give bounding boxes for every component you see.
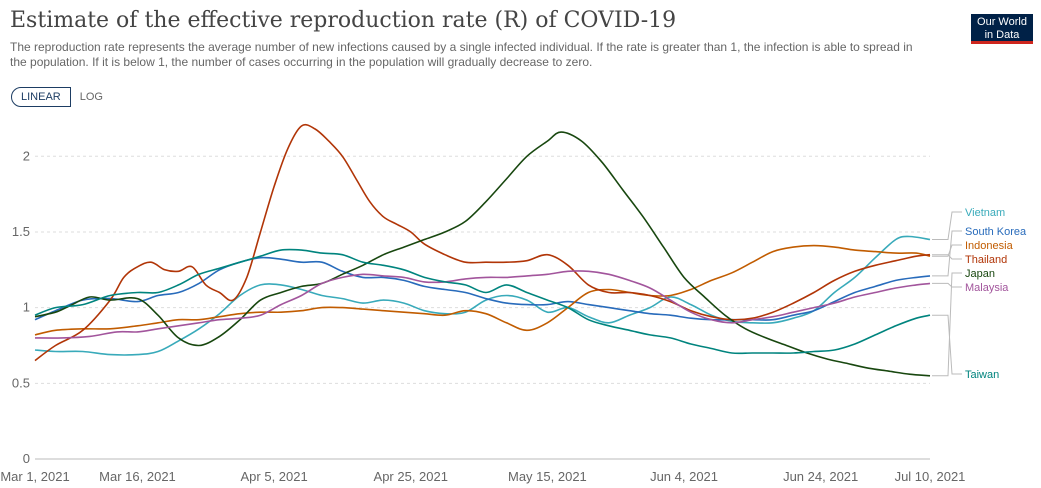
series-label-japan: Japan	[965, 268, 995, 280]
chart-title: Estimate of the effective reproduction r…	[10, 8, 677, 33]
series-line-japan	[34, 131, 931, 377]
owid-logo[interactable]: Our World in Data	[971, 14, 1033, 44]
y-axis-ticks: 0 0.5 1 1.5 2	[12, 148, 30, 466]
logo-line-2: in Data	[984, 29, 1020, 41]
series-line-vietnam	[34, 235, 931, 356]
label-connector-south-korea	[932, 230, 962, 277]
series-label-vietnam: Vietnam	[965, 207, 1005, 219]
label-connector-malaysia	[932, 282, 962, 288]
x-tick-label: Jun 4, 2021	[650, 469, 718, 484]
y-tick-label: 2	[23, 148, 30, 163]
chart-subtitle: The reproduction rate represents the ave…	[10, 40, 913, 69]
label-connector-thailand	[932, 254, 962, 260]
y-tick-label: 0.5	[12, 375, 30, 390]
log-scale-button[interactable]: LOG	[70, 87, 113, 107]
label-connector-japan	[932, 272, 962, 377]
series-line-taiwan	[34, 248, 931, 355]
x-tick-label: Apr 25, 2021	[374, 469, 448, 484]
x-tick-label: Mar 1, 2021	[0, 469, 69, 484]
x-tick-label: May 15, 2021	[508, 469, 587, 484]
series-line-malaysia	[34, 270, 931, 339]
x-axis-ticks: Mar 1, 2021 Mar 16, 2021 Apr 5, 2021 Apr 25…	[0, 469, 965, 484]
logo-bar	[971, 41, 1033, 44]
series-line-south-korea	[34, 256, 931, 321]
series-label-taiwan: Taiwan	[965, 369, 999, 381]
x-tick-label: Jun 24, 2021	[783, 469, 858, 484]
y-tick-label: 1	[23, 300, 30, 315]
x-tick-label: Jul 10, 2021	[895, 469, 966, 484]
series-label-indonesia: Indonesia	[965, 240, 1014, 252]
linear-scale-button[interactable]: LINEAR	[11, 87, 71, 107]
x-tick-label: Mar 16, 2021	[99, 469, 176, 484]
logo-line-1: Our World	[977, 16, 1027, 28]
series-line-thailand	[34, 123, 931, 362]
series-line-indonesia	[34, 244, 931, 336]
grid-lines	[35, 155, 930, 460]
y-tick-label: 0	[23, 451, 30, 466]
label-connector-taiwan	[932, 314, 962, 375]
series-end-labels: Vietnam South Korea Indonesia Thailand Japan…	[932, 207, 1027, 381]
series-label-south-korea: South Korea	[965, 226, 1027, 238]
scale-toggle: LINEAR LOG	[11, 87, 113, 107]
y-tick-label: 1.5	[12, 224, 30, 239]
series-lines	[34, 123, 931, 377]
series-label-malaysia: Malaysia	[965, 282, 1009, 294]
x-tick-label: Apr 5, 2021	[241, 469, 308, 484]
label-connector-vietnam	[932, 211, 962, 240]
series-label-thailand: Thailand	[965, 254, 1007, 266]
label-connector-indonesia	[932, 244, 962, 257]
